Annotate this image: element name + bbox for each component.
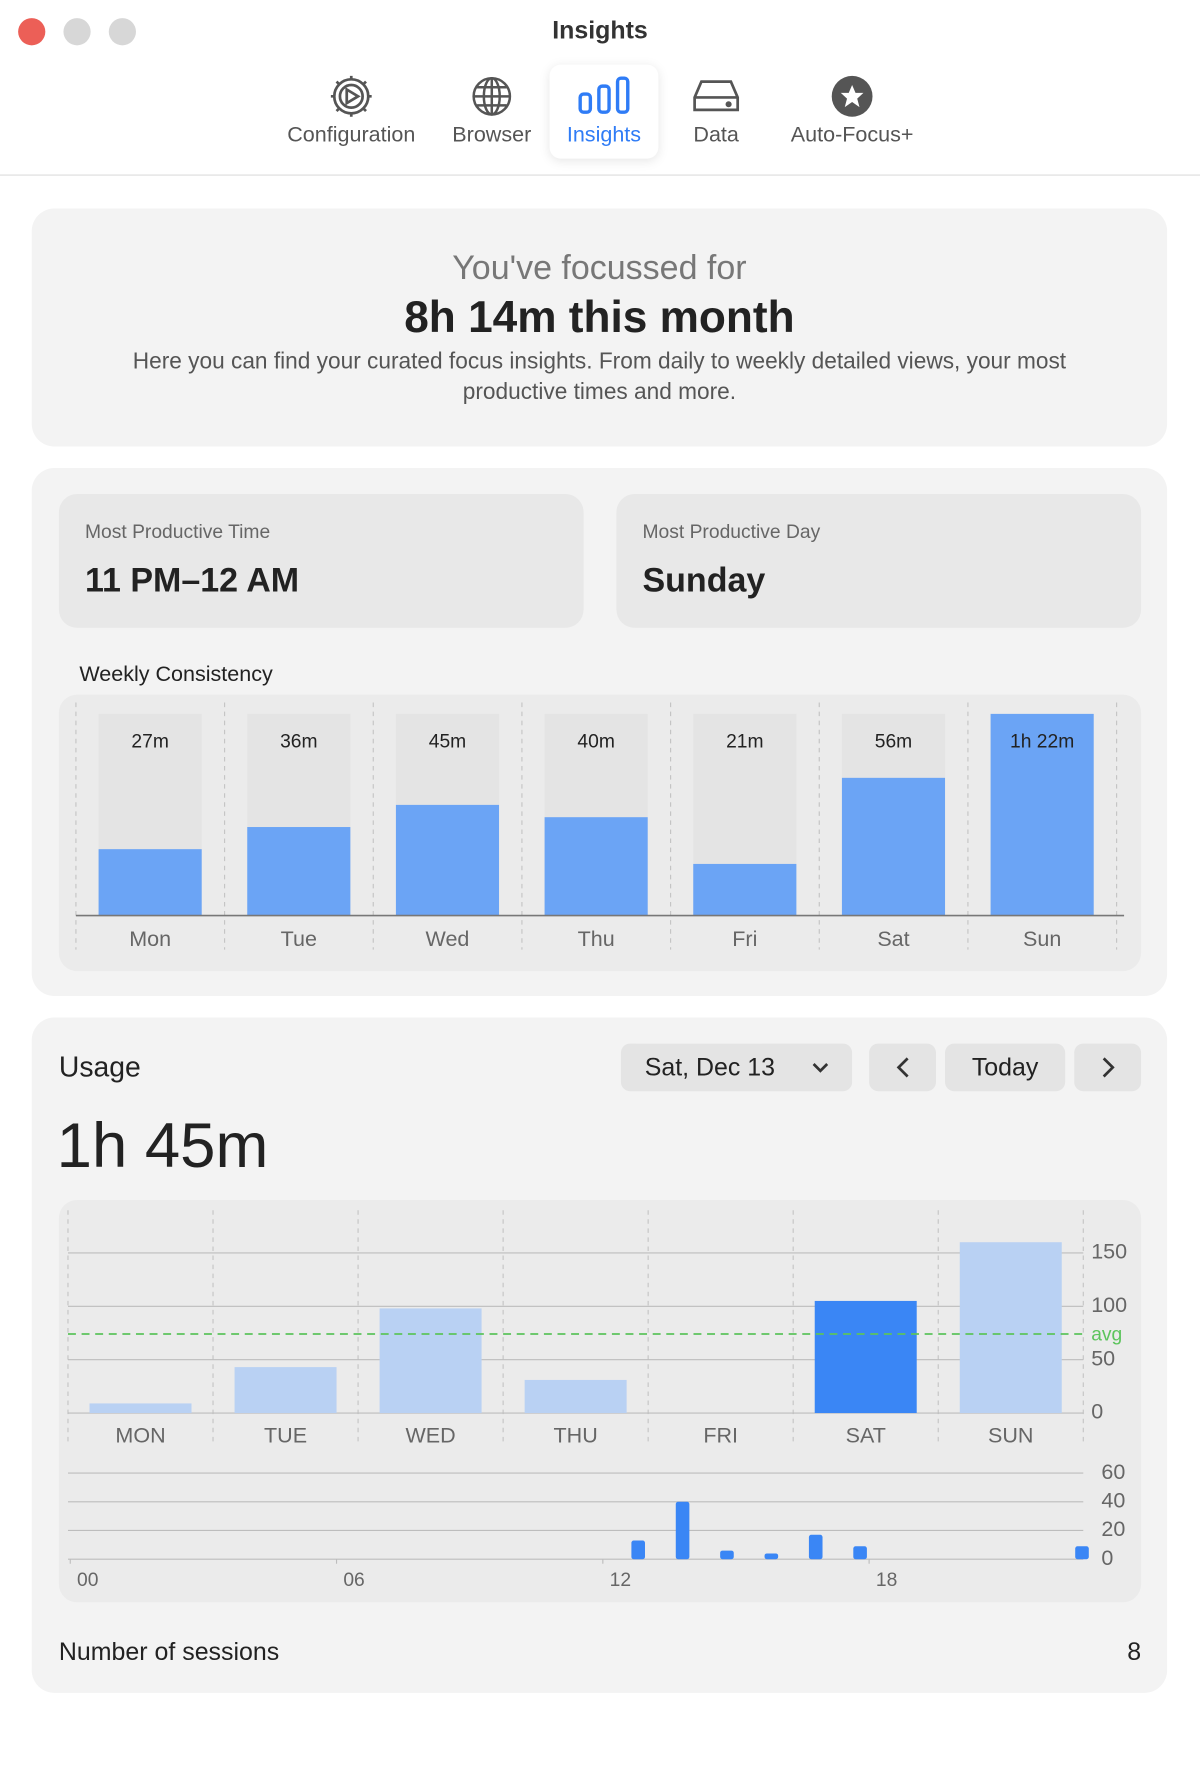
bar	[675, 1501, 690, 1560]
header-divider	[0, 174, 1200, 176]
bar	[379, 1308, 482, 1414]
usage-total: 1h 45m	[56, 1109, 269, 1181]
sessions-label: Number of sessions	[58, 1637, 280, 1666]
usage-charts: 0 50 100 150 MON TUE WED THU FRI SAT SUN avg 0 20 40 60…	[67, 1210, 1127, 1591]
chart-title: Weekly Consistency	[79, 662, 273, 687]
stat-value: 11 PM–12 AM	[84, 562, 300, 600]
bar	[693, 863, 797, 916]
bar	[524, 1379, 627, 1414]
bar	[247, 827, 351, 916]
bar	[808, 1534, 823, 1560]
summary-card	[31, 208, 1168, 447]
value-label: 40m	[577, 731, 614, 752]
gear-icon	[330, 75, 372, 117]
value-label: 21m	[726, 731, 763, 752]
bar	[959, 1242, 1062, 1414]
tab-data[interactable]: Data	[693, 123, 739, 148]
usage-title: Usage	[58, 1051, 141, 1084]
x-tick-label: WED	[405, 1424, 455, 1448]
insights-icon	[578, 76, 630, 114]
bar	[234, 1367, 337, 1414]
bar	[395, 804, 500, 916]
summary-intro: You've focussed for	[452, 249, 747, 287]
x-tick-label: THU	[554, 1424, 598, 1448]
x-tick-label: Wed	[426, 927, 470, 951]
traffic-lights	[18, 18, 136, 46]
x-tick-label: Tue	[281, 927, 317, 951]
stat-value: Sunday	[642, 562, 766, 600]
tab-icons	[330, 75, 873, 117]
x-tick-label: 00	[77, 1570, 98, 1591]
today-text: Today	[971, 1052, 1039, 1082]
prev-button[interactable]	[869, 1043, 936, 1092]
x-tick-label: 12	[610, 1570, 631, 1591]
x-tick-label: Mon	[129, 927, 171, 951]
close-button[interactable]	[18, 18, 46, 46]
x-tick-label: Thu	[578, 927, 615, 951]
stat-label: Most Productive Day	[642, 521, 821, 543]
date-picker[interactable]: Sat, Dec 13	[620, 1043, 853, 1092]
bar	[814, 1300, 917, 1414]
globe-icon	[472, 76, 512, 116]
bar	[544, 817, 648, 916]
stat-box	[58, 494, 584, 628]
summary-headline: 8h 14m this month	[404, 293, 795, 343]
summary-description: Here you can find your curated focus ins…	[132, 349, 1067, 405]
date-text: Sat, Dec 13	[644, 1052, 776, 1082]
bar	[764, 1553, 779, 1560]
x-tick-label: SAT	[846, 1424, 886, 1448]
bar	[1075, 1546, 1089, 1560]
y-tick-label: 60	[1101, 1460, 1125, 1484]
avg-label: avg	[1091, 1324, 1122, 1345]
x-tick-label: TUE	[264, 1424, 307, 1448]
value-label: 1h 22m	[1010, 731, 1074, 752]
x-tick-label: FRI	[703, 1424, 738, 1448]
x-tick-label: SUN	[988, 1424, 1033, 1448]
minimize-button[interactable]	[63, 18, 91, 46]
x-tick-label: Sun	[1023, 927, 1061, 951]
value-label: 36m	[280, 731, 317, 752]
today-button[interactable]: Today	[945, 1043, 1066, 1092]
bar	[853, 1546, 867, 1560]
chevron-left	[896, 1057, 909, 1078]
bar	[98, 849, 202, 916]
x-tick-label: 06	[343, 1570, 364, 1591]
x-tick-label: MON	[115, 1424, 165, 1448]
bar	[841, 777, 946, 916]
bar	[990, 713, 1094, 916]
x-tick-label: Sat	[877, 927, 909, 951]
sessions-value: 8	[1127, 1637, 1142, 1666]
chevron-right	[1102, 1057, 1115, 1078]
x-tick-label: Fri	[732, 927, 757, 951]
y-tick-label: 0	[1101, 1546, 1113, 1570]
chevron-down	[812, 1063, 829, 1073]
tab-insights[interactable]: Insights	[566, 123, 642, 148]
bar	[631, 1540, 645, 1560]
y-tick-label: 100	[1091, 1293, 1127, 1317]
star-icon	[831, 75, 873, 117]
value-label: 45m	[429, 731, 466, 752]
stat-label: Most Productive Time	[84, 521, 271, 543]
next-button[interactable]	[1074, 1043, 1142, 1092]
tab-browser[interactable]: Browser	[452, 123, 532, 148]
bar	[89, 1403, 192, 1414]
y-tick-label: 50	[1091, 1346, 1115, 1370]
y-tick-label: 0	[1091, 1400, 1103, 1424]
x-tick-label: 18	[876, 1570, 897, 1591]
window-title: Insights	[552, 15, 648, 45]
y-tick-label: 20	[1101, 1517, 1125, 1541]
tab-auto-focus[interactable]: Auto-Focus+	[790, 123, 914, 148]
weekly-chart: 27m Mon 36m Tue 45m Wed 40m Thu 21m Fri 56m Sat 1h 2…	[75, 702, 1125, 951]
stat-box	[616, 494, 1142, 628]
bar	[720, 1550, 734, 1560]
y-tick-label: 150	[1091, 1240, 1127, 1264]
tab-configuration[interactable]: Configuration	[287, 123, 416, 148]
drive-icon	[693, 80, 740, 112]
value-label: 27m	[131, 731, 168, 752]
zoom-button[interactable]	[108, 18, 136, 46]
y-tick-label: 40	[1101, 1488, 1125, 1512]
value-label: 56m	[875, 731, 912, 752]
